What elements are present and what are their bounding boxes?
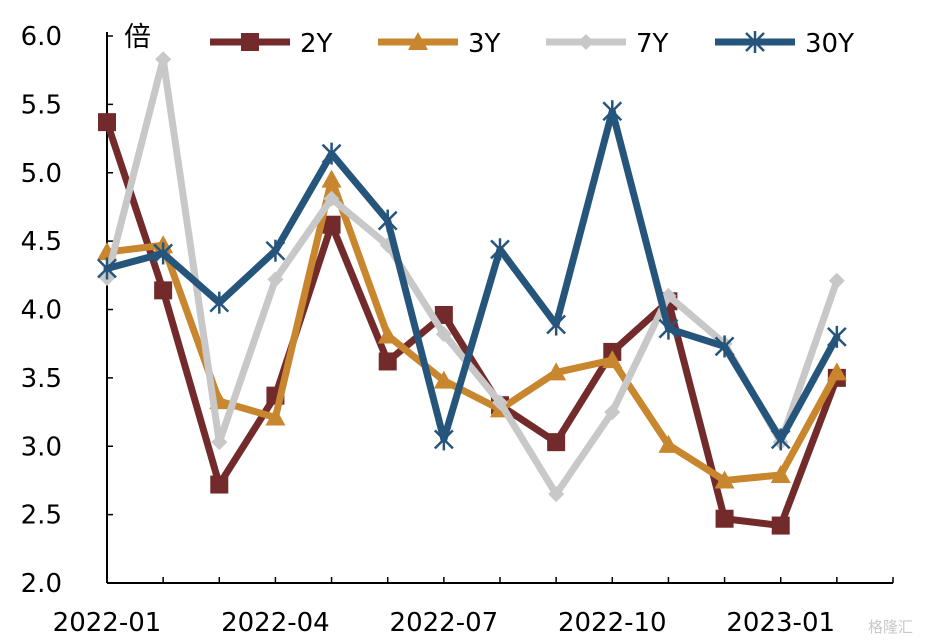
y-tick-label: 3.5 <box>21 364 62 394</box>
data-point-3Y <box>714 470 735 489</box>
y-tick-label: 4.5 <box>21 227 62 257</box>
data-point-2Y <box>547 433 566 452</box>
data-point-3Y <box>770 464 791 483</box>
legend-item-3Y: 3Y <box>378 29 501 59</box>
data-point-7Y <box>323 190 340 207</box>
data-point-30Y <box>97 257 117 280</box>
data-point-7Y <box>548 486 565 503</box>
data-point-7Y <box>604 404 621 421</box>
x-tick-label: 2022-04 <box>221 608 330 638</box>
legend-label: 30Y <box>805 29 854 59</box>
y-tick-label: 5.5 <box>21 90 62 120</box>
data-point-3Y <box>658 434 679 453</box>
data-point-2Y <box>378 352 397 371</box>
data-point-30Y <box>153 242 174 265</box>
data-point-2Y <box>322 215 341 234</box>
legend-marker <box>578 34 594 50</box>
series-7Y <box>99 51 845 503</box>
series-line-30Y <box>103 107 841 443</box>
data-point-30Y <box>377 209 398 232</box>
y-tick-label: 2.5 <box>21 501 62 531</box>
y-tick-label: 2.0 <box>21 569 62 599</box>
legend-item-2Y: 2Y <box>210 29 333 59</box>
x-tick-label: 2022-07 <box>390 608 499 638</box>
x-tick-label: 2023-01 <box>726 608 835 638</box>
data-point-2Y <box>210 475 229 494</box>
legend-item-30Y: 30Y <box>715 29 854 59</box>
data-point-7Y <box>211 434 228 451</box>
x-tick-label: 2022-10 <box>558 608 667 638</box>
data-point-3Y <box>433 370 454 389</box>
data-point-3Y <box>826 362 847 381</box>
data-point-30Y <box>321 142 342 165</box>
legend-item-7Y: 7Y <box>546 29 669 59</box>
watermark: 格隆汇 <box>868 618 913 636</box>
legend-marker <box>408 32 428 50</box>
y-tick-label: 3.0 <box>21 432 62 462</box>
data-point-30Y <box>546 313 567 336</box>
legend-marker <box>241 33 259 51</box>
data-point-3Y <box>321 169 342 188</box>
data-point-2Y <box>434 305 453 324</box>
legend-label: 2Y <box>300 29 333 59</box>
legend: 2Y 3Y 7Y 30Y <box>210 29 854 59</box>
legend-label: 7Y <box>636 29 669 59</box>
data-point-30Y <box>209 291 230 314</box>
data-point-7Y <box>828 272 845 289</box>
data-point-3Y <box>602 350 623 369</box>
series-line-7Y <box>103 55 841 498</box>
data-point-2Y <box>98 113 116 132</box>
data-point-7Y <box>492 394 508 411</box>
data-point-30Y <box>490 238 510 261</box>
y-unit-label: 倍 <box>124 22 151 53</box>
data-point-30Y <box>826 325 847 348</box>
y-tick-label: 5.0 <box>21 159 62 189</box>
data-point-3Y <box>265 407 286 426</box>
x-tick-label: 2022-01 <box>53 608 162 638</box>
data-point-7Y <box>155 51 172 68</box>
series-line-2Y <box>103 118 841 530</box>
series-layer <box>97 51 847 535</box>
axes: 2.0 2.5 3.0 3.5 4.0 4.5 5.0 5.5 6.0 2022-01 2022-0… <box>21 22 894 638</box>
series-30Y <box>97 100 847 451</box>
legend-label: 3Y <box>468 29 501 59</box>
legend-marker <box>745 31 765 53</box>
series-line-3Y <box>103 176 841 484</box>
data-point-3Y <box>546 362 567 381</box>
data-point-30Y <box>602 100 623 123</box>
data-point-30Y <box>714 335 735 358</box>
series-2Y <box>98 113 846 535</box>
data-point-30Y <box>265 239 286 262</box>
data-point-2Y <box>715 509 734 528</box>
data-point-7Y <box>267 271 284 288</box>
data-point-30Y <box>433 428 454 451</box>
y-tick-label: 4.0 <box>21 296 62 326</box>
data-point-2Y <box>154 281 173 300</box>
y-tick-label: 6.0 <box>21 22 62 52</box>
data-point-30Y <box>658 317 679 340</box>
data-point-7Y <box>435 326 452 343</box>
series-3Y <box>97 169 847 489</box>
data-point-3Y <box>377 325 398 344</box>
data-point-2Y <box>771 516 790 535</box>
data-point-30Y <box>770 428 791 451</box>
